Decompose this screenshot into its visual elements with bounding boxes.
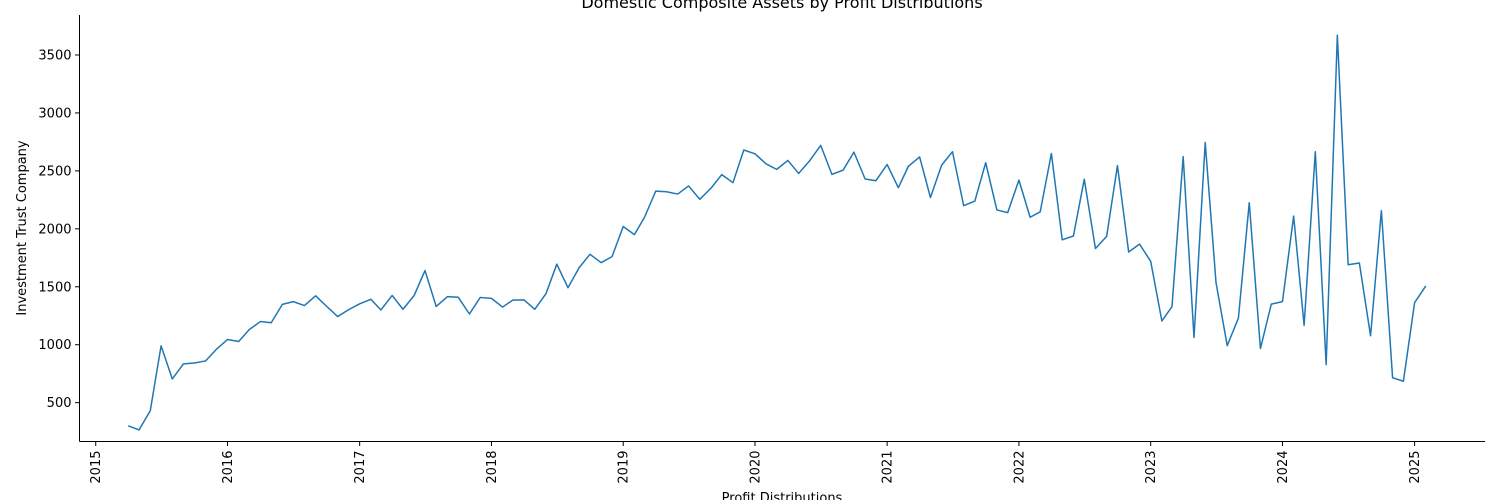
x-axis-label: Profit Distributions [722,491,843,500]
chart-title: Domestic Composite Assets by Profit Dist… [581,0,982,12]
y-tick-label: 3500 [38,48,71,63]
y-axis-ticks: 500 1000 1500 2000 2500 3000 3500 [38,48,80,411]
y-tick-label: 1500 [38,280,71,295]
x-axis-ticks: 2015 2016 2017 2018 2019 2020 2021 2022 2023 2024… [89,441,1423,484]
x-tick-label: 2017 [353,451,368,484]
series-group [127,34,1427,431]
x-tick-label: 2022 [1012,451,1027,484]
x-tick-label: 2020 [748,451,763,484]
y-tick-label: 2500 [38,164,71,179]
y-tick-label: 500 [47,396,72,411]
x-tick-label: 2023 [1144,451,1159,484]
series-line [127,34,1427,431]
y-axis-label: Investment Trust Company [15,140,30,316]
x-tick-label: 2021 [881,451,896,484]
y-tick-label: 1000 [38,338,71,353]
x-tick-label: 2019 [617,451,632,484]
y-tick-label: 3000 [38,106,71,121]
x-tick-label: 2024 [1276,451,1291,484]
y-tick-label: 2000 [38,222,71,237]
x-tick-label: 2025 [1408,451,1423,484]
x-tick-label: 2016 [221,451,236,484]
x-tick-label: 2018 [485,451,500,484]
x-tick-label: 2015 [89,451,104,484]
